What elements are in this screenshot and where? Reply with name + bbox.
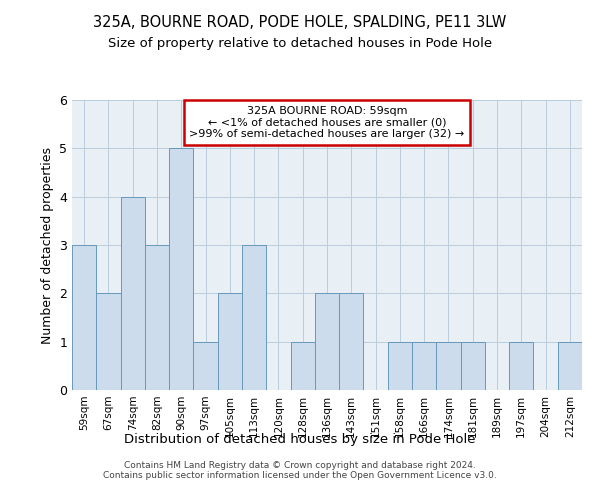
Text: Contains HM Land Registry data © Crown copyright and database right 2024.
Contai: Contains HM Land Registry data © Crown c… <box>103 460 497 480</box>
Bar <box>509 342 533 390</box>
Text: Size of property relative to detached houses in Pode Hole: Size of property relative to detached ho… <box>108 38 492 51</box>
Bar <box>339 294 364 390</box>
Bar <box>121 196 145 390</box>
Bar <box>436 342 461 390</box>
Bar <box>72 245 96 390</box>
Text: 325A, BOURNE ROAD, PODE HOLE, SPALDING, PE11 3LW: 325A, BOURNE ROAD, PODE HOLE, SPALDING, … <box>94 15 506 30</box>
Bar <box>558 342 582 390</box>
Text: Distribution of detached houses by size in Pode Hole: Distribution of detached houses by size … <box>124 432 476 446</box>
Bar <box>461 342 485 390</box>
Bar <box>290 342 315 390</box>
Bar <box>412 342 436 390</box>
Bar <box>218 294 242 390</box>
Bar <box>315 294 339 390</box>
Y-axis label: Number of detached properties: Number of detached properties <box>41 146 53 344</box>
Bar <box>193 342 218 390</box>
Text: 325A BOURNE ROAD: 59sqm
← <1% of detached houses are smaller (0)
>99% of semi-de: 325A BOURNE ROAD: 59sqm ← <1% of detache… <box>190 106 464 139</box>
Bar <box>96 294 121 390</box>
Bar <box>169 148 193 390</box>
Bar <box>145 245 169 390</box>
Bar <box>242 245 266 390</box>
Bar <box>388 342 412 390</box>
